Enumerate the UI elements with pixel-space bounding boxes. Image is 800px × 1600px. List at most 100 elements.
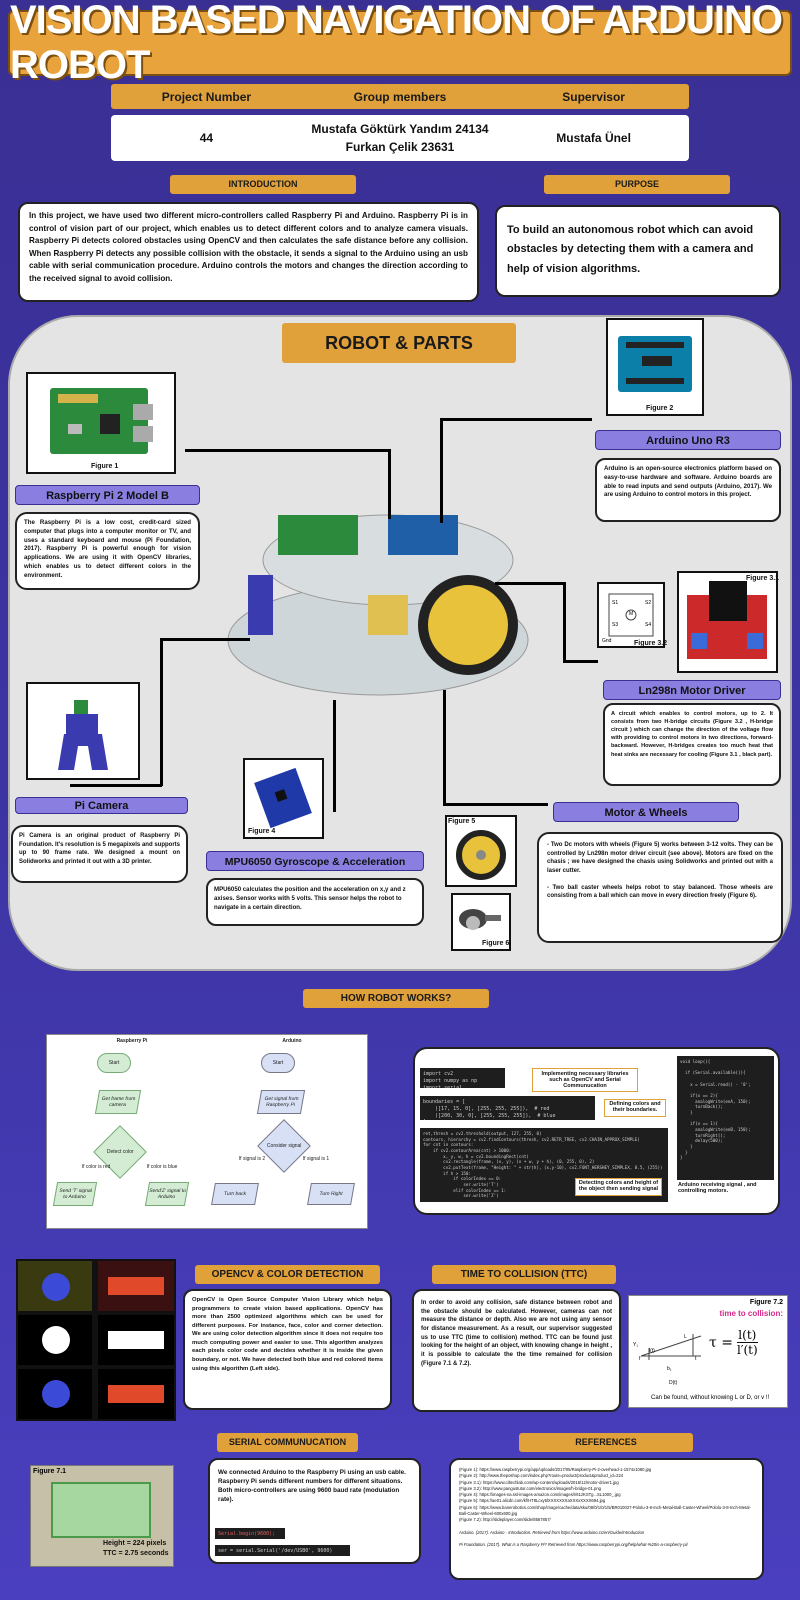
arduino-board-icon <box>618 336 692 392</box>
hb-s3: S3 <box>612 622 619 628</box>
reference-item: (Figure 3.1): https://www.ciltechlab.com… <box>459 1479 619 1485</box>
opencv-text: OpenCV is Open Source Computer Vision Li… <box>192 1297 383 1372</box>
pi-camera-text: Pi Camera is an original product of Rasp… <box>19 833 180 866</box>
reference-item: (Figure 5): https://ae01.alicdn.com/kf/H… <box>459 1498 606 1504</box>
figure-4-caption: Figure 4 <box>248 828 276 835</box>
introduction-label: INTRODUCTION <box>170 175 356 194</box>
motor-driver-text: A circuit which enables to control motor… <box>611 711 773 758</box>
ttc-label-L: L <box>684 1334 687 1340</box>
col-project-number: Project Number <box>161 89 252 104</box>
flow-turn-back: Turn back <box>211 1183 259 1205</box>
hb-s4: S4 <box>645 622 652 628</box>
figure-5-wheel <box>445 815 517 887</box>
ttc-formula-den: l′(t) <box>736 1343 758 1357</box>
figure-7-1-caption: Figure 7.1 <box>33 1468 67 1475</box>
arduino-text-box: Arduino is an open-source electronics pl… <box>595 458 781 522</box>
flow-get-signal: Get signal from Raspberry Pi <box>256 1090 306 1114</box>
flow-turn-right: Turn Right <box>307 1183 355 1205</box>
project-number-value: 44 <box>199 131 214 145</box>
camera-mount-icon <box>58 700 108 770</box>
flow-start-arduino: Start <box>261 1053 295 1073</box>
ttc-formula-fraction: l(t) l′(t) <box>736 1328 758 1357</box>
motor-driver-label: Ln298n Motor Driver <box>603 680 781 700</box>
reference-item: (Figure 4): https://images-na.ssl-images… <box>459 1492 621 1498</box>
flow-if-2: If signal is 2 <box>238 1156 266 1162</box>
arrow-to-motor-driver <box>495 582 565 585</box>
pi-camera-text-box: Pi Camera is an original product of Rasp… <box>11 825 188 883</box>
motor-wheels-text-1: - Two Dc motors with wheels (Figure 5) w… <box>547 842 773 875</box>
figure-1-raspberry-pi <box>26 372 176 474</box>
mpu-label: MPU6050 Gyroscope & Acceleration <box>206 851 424 871</box>
ttc-formula-note: Can be found, without knowing L or D, or… <box>651 1395 770 1401</box>
arduino-text: Arduino is an open-source electronics pl… <box>604 465 772 499</box>
ttc-text-box: In order to avoid any collision, safe di… <box>412 1289 621 1412</box>
flow-arduino-header: Arduino <box>282 1038 302 1044</box>
reference-item: (Figure 3.2): http://www.pangustutor.com… <box>459 1485 601 1491</box>
col-supervisor: Supervisor <box>562 89 625 104</box>
figure-6-caption: Figure 6 <box>482 940 510 947</box>
ttc-label-y1: Y₁ <box>633 1342 639 1348</box>
arrow-to-camera-top <box>160 638 250 641</box>
ttc-title: time to collision: <box>719 1309 783 1318</box>
h-bridge-circuit-icon <box>608 593 654 637</box>
motor-driver-board-icon <box>687 581 767 659</box>
figure-2-arduino <box>606 318 704 416</box>
note-colors: Defining colors and their boundaries. <box>604 1099 666 1117</box>
arrow-to-motors-h <box>443 803 548 806</box>
arrow-to-arduino <box>440 418 592 421</box>
reference-item: (Figure 2): http://www.theposhop.com/ind… <box>459 1473 624 1479</box>
robot-illustration-icon <box>227 514 529 696</box>
hb-s1: S1 <box>612 600 619 606</box>
arrow-to-mpu <box>333 700 336 812</box>
code-imports: import cv2 import numpy as np import ser… <box>420 1068 505 1088</box>
supervisor-value: Mustafa Ünel <box>556 131 631 145</box>
flow-rpi-header: Raspberry Pi <box>116 1038 148 1044</box>
hb-gnd: Gnd <box>602 638 612 644</box>
opencv-label: OPENCV & COLOR DETECTION <box>195 1265 380 1284</box>
flow-send-t: Send 'T' signal to Arduino <box>52 1182 98 1206</box>
ttc-text: In order to avoid any collision, safe di… <box>421 1300 612 1367</box>
code-boundaries: boundaries = [ ([17, 15, 0], [255, 255, … <box>420 1096 595 1120</box>
ttc-formula: τ = l(t) l′(t) <box>709 1328 758 1357</box>
mpu-text: MPU6050 calculates the position and the … <box>214 886 406 912</box>
figure-3-1-motor-driver <box>677 571 778 673</box>
arrow-to-camera-bottom <box>70 784 162 787</box>
ttc-label-dt: D(t) <box>669 1380 678 1386</box>
height-readout: Height = 224 pixels <box>103 1540 167 1547</box>
rpi-label: Raspberry Pi 2 Model B <box>15 485 200 505</box>
citation-arduino: Arduino. (2017). Arduino - Introduction.… <box>459 1529 645 1535</box>
figure-3-2-caption: Figure 3.2 <box>634 640 668 647</box>
purpose-box: To build an autonomous robot which can a… <box>495 205 781 297</box>
figure-1-caption: Figure 1 <box>91 463 119 470</box>
ball-caster-icon <box>459 909 501 930</box>
references-label: REFERENCES <box>519 1433 693 1452</box>
figure-2-caption: Figure 2 <box>646 405 674 412</box>
rpi-text-box: The Raspberry Pi is a low cost, credit-c… <box>15 512 200 590</box>
serial-code-python: ser = serial.Serial('/dev/USB0', 9600) <box>215 1545 350 1556</box>
code-arduino: void loop(){ if (Serial.available()){ x … <box>677 1056 774 1180</box>
reference-item: (Figure 1): https://www.raspberrypi.org/… <box>459 1467 652 1472</box>
flow-if-1: If signal is 1 <box>302 1156 330 1162</box>
reference-item: (Figure 7.2): http://slideplayer.com/sli… <box>459 1517 551 1523</box>
motor-wheels-text-2: - Two ball caster wheels helps robot to … <box>547 884 773 900</box>
flow-if-blue: If color is blue <box>146 1164 178 1170</box>
arrow-to-camera <box>160 638 163 786</box>
serial-label: SERIAL COMMUNUCATION <box>217 1433 358 1452</box>
figure-7-2-ttc: Figure 7.2 time to collision: f L l(t) D… <box>628 1295 788 1408</box>
note-detect: Detecting colors and height of the objec… <box>575 1178 662 1196</box>
figure-3-1-caption: Figure 3.1 <box>746 575 780 582</box>
references-box: (Figure 1): https://www.raspberrypi.org/… <box>449 1458 764 1580</box>
arrow-to-motor-driver-h2 <box>563 660 598 663</box>
ttc-label-t: t <box>695 1356 697 1362</box>
ttc-label-lt: l(t) <box>649 1348 655 1354</box>
flowchart-box: Raspberry Pi Arduino Start Get frame fro… <box>46 1034 368 1229</box>
ttc-formula-tau: τ = <box>709 1334 733 1351</box>
hb-s2: S2 <box>645 600 652 606</box>
ttc-readout: TTC = 2.75 seconds <box>103 1550 169 1557</box>
arrow-to-motors <box>443 690 446 805</box>
purpose-text: To build an autonomous robot which can a… <box>507 224 754 275</box>
detected-object-box <box>51 1482 151 1538</box>
motor-driver-text-box: A circuit which enables to control motor… <box>603 703 781 786</box>
members-list: Mustafa Göktürk Yandım 24134 Furkan Çeli… <box>302 120 499 156</box>
arrow-to-rpi <box>185 449 390 452</box>
